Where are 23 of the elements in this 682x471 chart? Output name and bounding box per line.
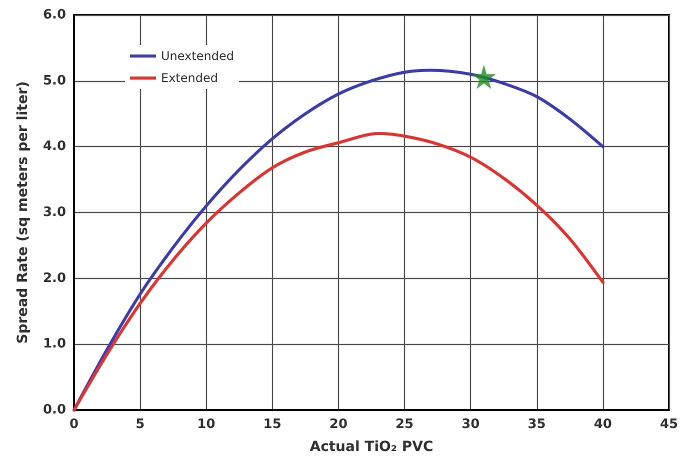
- x-tick-label: 40: [594, 417, 612, 432]
- x-tick-label: 45: [660, 417, 678, 432]
- x-tick-label: 0: [69, 417, 79, 432]
- x-tick-label: 5: [136, 417, 145, 432]
- line-series: [72, 68, 604, 412]
- x-tick-label: 10: [197, 417, 216, 432]
- y-tick-label: 1.0: [42, 336, 66, 352]
- x-axis-title: Actual TiO₂ PVC: [310, 439, 434, 455]
- line-series: [72, 132, 604, 412]
- x-tick-label: 25: [396, 417, 414, 432]
- y-tick-label: 0.0: [42, 402, 66, 418]
- y-tick-label: 6.0: [42, 8, 66, 22]
- x-tick-label: 35: [528, 417, 546, 432]
- x-tick-label: 15: [263, 417, 282, 432]
- legend-label: Unextended: [161, 49, 234, 63]
- x-tick-label: 30: [462, 417, 480, 432]
- y-tick-label: 4.0: [42, 139, 66, 154]
- y-tick-label: 2.0: [42, 270, 66, 286]
- legend-label: Extended: [161, 71, 218, 85]
- y-tick-label: 3.0: [42, 205, 66, 220]
- y-tick-label: 5.0: [42, 73, 66, 88]
- y-axis-title: Spread Rate (sq meters per liter): [15, 81, 31, 344]
- x-tick-label: 20: [329, 417, 348, 432]
